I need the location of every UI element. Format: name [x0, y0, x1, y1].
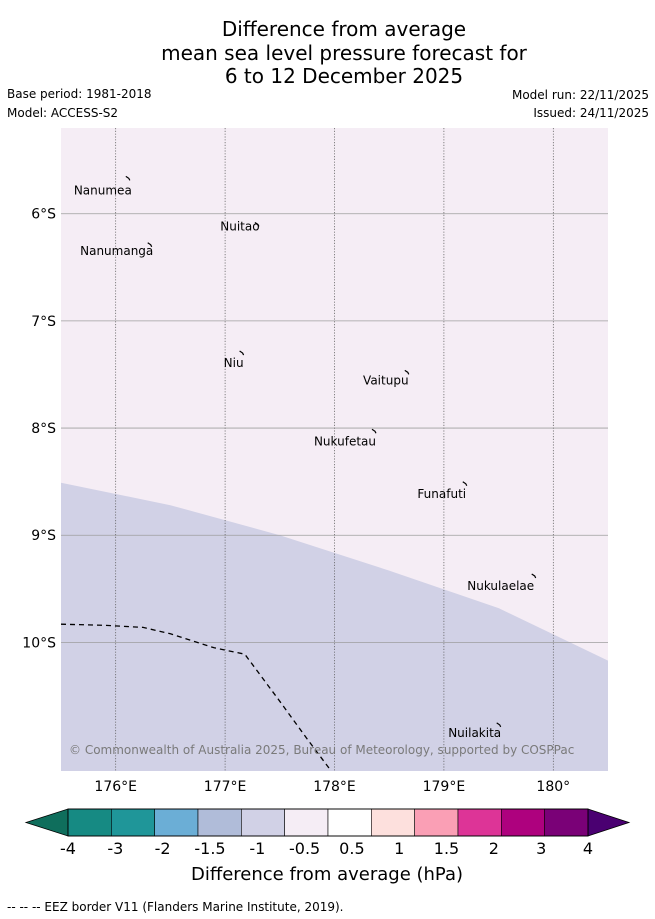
lat-tick-label: 6°S — [31, 207, 56, 223]
place-label-nanumea: Nanumea — [74, 183, 132, 197]
island-funafuti — [462, 481, 468, 487]
island-nukulaelae — [531, 573, 537, 579]
colorbar-segment — [544, 808, 589, 837]
colorbar-segment — [284, 808, 329, 837]
colorbar-tick-label: 4 — [583, 839, 593, 858]
base-period: Base period: 1981-2018 — [7, 87, 152, 101]
pressure-anomaly-map: 6°S 7°S 8°S 9°S 10°S 176°E 177°E 178°E 179°E 180°… — [22, 128, 608, 795]
colorbar-tick-label: -3 — [107, 839, 123, 858]
island-nukufetau — [371, 428, 377, 434]
colorbar-tick-label: 0.5 — [339, 839, 364, 858]
island-niu — [239, 350, 245, 356]
place-label-nuitao: Nuitao — [220, 219, 259, 233]
colorbar-under-arrow — [24, 808, 69, 837]
colorbar-segment — [501, 808, 545, 837]
eez-border — [60, 623, 332, 772]
colorbar-segment — [371, 808, 415, 837]
island-nuilakita — [496, 722, 502, 728]
place-label-nukufetau: Nukufetau — [314, 434, 376, 448]
colorbar-segment — [154, 808, 199, 837]
colorbar-segment — [414, 808, 459, 837]
lat-tick-label: 9°S — [31, 528, 56, 544]
place-label-funafuti: Funafuti — [417, 487, 466, 501]
lon-tick-label: 179°E — [423, 779, 466, 795]
island-nanumanga — [147, 242, 153, 248]
colorbar-label: Difference from average (hPa) — [191, 864, 463, 885]
lon-tick-label: 177°E — [204, 779, 247, 795]
issued-date: Issued: 24/11/2025 — [533, 106, 649, 120]
colorbar-frame — [67, 808, 589, 837]
colorbar-tick-label: 1.5 — [434, 839, 459, 858]
lat-tick-label: 10°S — [22, 635, 56, 651]
place-label-nukulaelae: Nukulaelae — [467, 579, 534, 593]
title-line-2: mean sea level pressure forecast for — [161, 40, 527, 65]
colorbar-segment — [67, 808, 112, 837]
colorbar-segment — [111, 808, 155, 837]
chart-title: Difference from average mean sea level p… — [0, 17, 655, 89]
island-vaitupu — [404, 369, 410, 375]
copyright-notice: © Commonwealth of Australia 2025, Bureau… — [69, 743, 574, 757]
colorbar-tick-label: -2 — [155, 839, 171, 858]
colorbar-segment — [457, 808, 502, 837]
colorbar-tick-label: 2 — [489, 839, 499, 858]
place-label-niu: Niu — [224, 356, 244, 370]
colorbar-tick-label: 3 — [536, 839, 546, 858]
place-label-vaitupu: Vaitupu — [363, 373, 409, 387]
place-label-nuilakita: Nuilakita — [448, 726, 501, 740]
island-nuitao — [254, 221, 260, 227]
colorbar-tick-label: -0.5 — [289, 839, 320, 858]
colorbar-tick-label: -4 — [60, 839, 76, 858]
colorbar-tick-label: -1 — [249, 839, 265, 858]
lat-tick-label: 8°S — [31, 421, 56, 437]
lon-tick-label: 176°E — [94, 779, 137, 795]
title-line-1: Difference from average — [221, 17, 467, 41]
colorbar-segment — [327, 808, 372, 837]
lon-tick-label: 178°E — [313, 779, 356, 795]
lat-tick-label: 7°S — [31, 314, 56, 330]
place-label-nanumanga: Nanumanga — [80, 244, 153, 258]
colorbar-segment — [241, 808, 285, 837]
eez-footnote: -- -- -- EEZ border V11 (Flanders Marine… — [7, 900, 344, 914]
lon-tick-label: 180° — [536, 779, 570, 795]
colorbar-segment — [197, 808, 242, 837]
colorbar-tick-label: -1.5 — [194, 839, 225, 858]
colorbar: -4 -3 -2 -1.5 -1 -0.5 0.5 1 1.5 2 3 4 Difference fro… — [24, 808, 631, 885]
title-line-3: 6 to 12 December 2025 — [224, 64, 464, 88]
model-run: Model run: 22/11/2025 — [511, 88, 649, 102]
island-nanumea — [125, 175, 131, 181]
colorbar-over-arrow — [587, 808, 631, 837]
colorbar-tick-label: 1 — [394, 839, 404, 858]
model-name: Model: ACCESS-S2 — [7, 106, 119, 120]
